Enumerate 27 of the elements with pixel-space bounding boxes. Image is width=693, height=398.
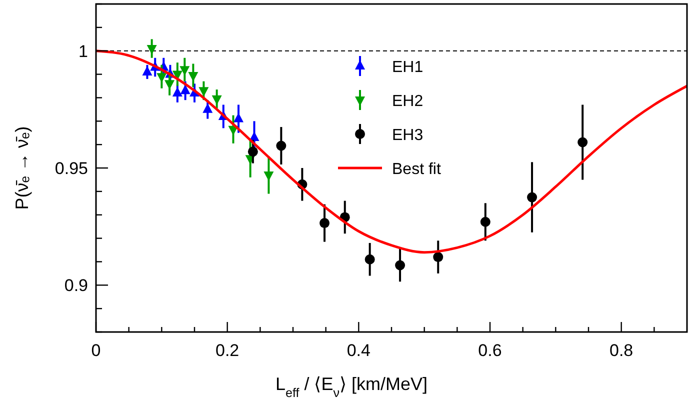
legend-label: EH1 — [392, 59, 424, 76]
point — [320, 218, 330, 228]
point — [480, 216, 490, 227]
legend-label: EH3 — [392, 127, 424, 144]
point — [395, 260, 406, 270]
x-tick-label: 0.4 — [346, 341, 370, 360]
legend-label: Best fit — [392, 161, 442, 178]
x-tick-label: 0.8 — [610, 341, 634, 360]
x-tick-label: 0.6 — [478, 341, 502, 360]
y-tick-label: 0.95 — [54, 159, 88, 178]
point — [433, 252, 444, 262]
point — [180, 84, 190, 94]
x-tick-label: 0 — [91, 341, 101, 360]
point — [527, 192, 538, 202]
point — [276, 140, 286, 151]
point — [202, 103, 213, 113]
legend-label: EH2 — [392, 93, 424, 110]
point — [578, 137, 588, 148]
y-tick-label: 0.9 — [64, 276, 88, 296]
y-axis-title: P(ν̄ₑ → ν̄ₑ) — [12, 126, 32, 210]
point — [364, 254, 375, 264]
point — [248, 146, 258, 157]
y-tick-label: 1 — [78, 42, 88, 61]
x-tick-label: 0.2 — [216, 341, 240, 360]
point — [172, 87, 182, 97]
line-series — [94, 50, 688, 254]
x-axis-title: L$_{eff}$ / ⟨E$_{ν}$⟩ [km/MeV] — [275, 374, 428, 398]
